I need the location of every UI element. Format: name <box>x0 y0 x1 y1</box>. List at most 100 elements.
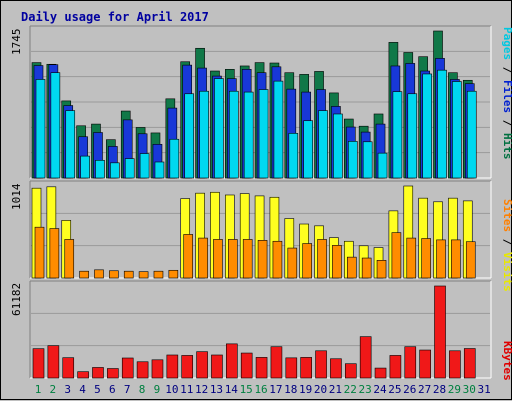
bar-kbytes-day-18 <box>285 357 298 379</box>
bar-pages-day-21 <box>333 113 343 179</box>
bar-pages-day-24 <box>377 152 388 179</box>
bar-kbytes-day-3 <box>62 357 75 379</box>
day-label: 8 <box>139 383 146 396</box>
bar-kbytes-day-16 <box>255 357 268 379</box>
day-label: 26 <box>403 383 416 396</box>
day-label: 20 <box>314 383 327 396</box>
bar-sites-day-28 <box>436 239 446 279</box>
bar-pages-day-4 <box>80 155 90 179</box>
day-label: 18 <box>284 383 297 396</box>
bar-pages-day-17 <box>273 80 284 179</box>
bar-sites-day-29 <box>451 239 461 279</box>
bar-pages-day-1 <box>35 79 46 179</box>
day-label: 28 <box>433 383 446 396</box>
legend-sites-visits: Sites / Visits <box>501 199 512 292</box>
bar-kbytes-day-22 <box>344 363 357 379</box>
bar-pages-day-14 <box>229 90 239 179</box>
bar-sites-day-26 <box>406 237 417 279</box>
day-label: 19 <box>299 383 312 396</box>
day-label: 31 <box>478 383 491 396</box>
day-label: 27 <box>418 383 431 396</box>
bar-kbytes-day-15 <box>240 352 253 379</box>
bar-sites-day-24 <box>376 260 387 279</box>
chart-title: Daily usage for April 2017 <box>21 10 209 24</box>
bar-kbytes-day-8 <box>136 361 149 379</box>
bar-sites-day-12 <box>198 237 208 279</box>
day-label: 13 <box>210 383 223 396</box>
bar-pages-day-29 <box>452 81 462 179</box>
bar-pages-day-2 <box>50 72 61 179</box>
day-label: 12 <box>195 383 208 396</box>
day-label: 25 <box>388 383 401 396</box>
bar-kbytes-day-6 <box>107 368 119 379</box>
day-label: 11 <box>180 383 193 396</box>
bar-kbytes-day-4 <box>77 371 89 379</box>
bar-kbytes-day-25 <box>389 355 402 379</box>
bar-pages-day-5 <box>95 160 105 179</box>
bar-pages-day-10 <box>169 138 180 179</box>
bar-kbytes-day-1 <box>32 348 45 379</box>
day-label: 23 <box>359 383 372 396</box>
bar-kbytes-day-21 <box>330 358 342 379</box>
bar-kbytes-day-30 <box>463 348 476 379</box>
bar-kbytes-day-9 <box>151 359 164 379</box>
bar-kbytes-day-13 <box>211 354 223 379</box>
day-label: 29 <box>448 383 461 396</box>
bar-kbytes-day-17 <box>270 346 283 379</box>
bar-sites-day-21 <box>332 245 342 279</box>
bar-sites-day-27 <box>421 238 431 279</box>
bar-pages-day-27 <box>422 73 432 179</box>
bar-pages-day-9 <box>154 161 165 179</box>
day-label: 4 <box>79 383 86 396</box>
bar-sites-day-9 <box>153 270 164 279</box>
bar-pages-day-16 <box>258 89 269 179</box>
day-label: 10 <box>165 383 178 396</box>
bar-kbytes-day-7 <box>121 357 134 379</box>
legend-pages-files-hits: Pages / Files / Hits <box>501 27 512 160</box>
day-label: 24 <box>373 383 387 396</box>
middle-max-label: 1014 <box>10 183 23 210</box>
bar-kbytes-day-11 <box>181 355 194 379</box>
bar-kbytes-day-20 <box>315 350 327 379</box>
top-max-label: 1745 <box>10 29 23 56</box>
bottom-max-label: 61182 <box>10 283 23 316</box>
bar-kbytes-day-19 <box>300 357 312 379</box>
bar-kbytes-day-24 <box>374 367 387 379</box>
bar-sites-day-23 <box>361 257 372 279</box>
bar-kbytes-day-12 <box>196 351 208 379</box>
day-label: 1 <box>35 383 42 396</box>
bar-kbytes-day-23 <box>359 336 372 379</box>
bar-sites-day-14 <box>228 239 238 279</box>
bar-kbytes-day-5 <box>92 367 104 379</box>
bar-sites-day-30 <box>465 241 476 279</box>
bar-pages-day-6 <box>110 162 120 179</box>
bar-sites-day-25 <box>391 232 402 279</box>
bar-pages-day-20 <box>318 110 328 179</box>
legend-kbytes: KBytes <box>501 341 512 381</box>
bar-sites-day-16 <box>257 240 268 279</box>
day-label: 21 <box>329 383 342 396</box>
bar-pages-day-26 <box>407 93 418 179</box>
day-label: 16 <box>254 383 267 396</box>
bar-sites-day-11 <box>183 234 194 279</box>
bar-sites-day-22 <box>346 256 357 279</box>
bar-pages-day-28 <box>437 69 447 179</box>
bar-pages-day-19 <box>303 120 313 179</box>
bar-sites-day-15 <box>242 239 253 279</box>
bar-pages-day-13 <box>214 78 224 179</box>
day-label: 6 <box>109 383 116 396</box>
day-label: 9 <box>154 383 161 396</box>
bar-pages-day-15 <box>243 91 254 179</box>
day-label: 15 <box>240 383 253 396</box>
bar-pages-day-3 <box>65 110 76 179</box>
bar-pages-day-7 <box>124 158 135 179</box>
bar-kbytes-day-28 <box>434 285 446 379</box>
day-label: 17 <box>269 383 282 396</box>
bar-sites-day-10 <box>168 269 179 279</box>
bar-kbytes-day-29 <box>449 350 461 379</box>
bar-sites-day-2 <box>49 228 60 279</box>
bar-sites-day-6 <box>109 270 119 279</box>
bar-pages-day-23 <box>362 141 373 179</box>
day-label: 3 <box>64 383 71 396</box>
